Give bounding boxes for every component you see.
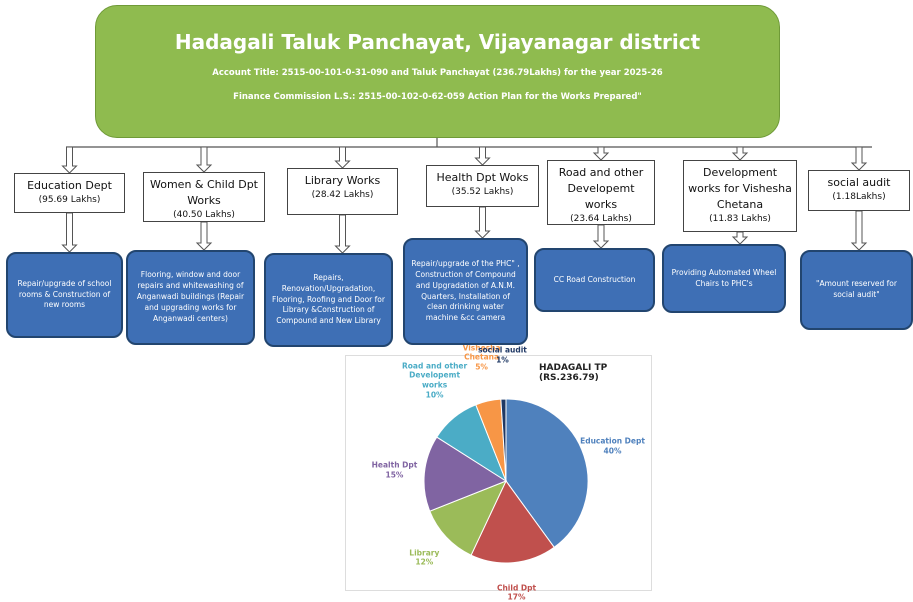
department-amount: (95.69 Lakhs)	[38, 194, 101, 205]
arrow	[474, 206, 491, 239]
pie-slice	[423, 436, 508, 512]
slice-category: Vishesha Chetana	[462, 343, 501, 362]
work-description: Repairs, Renovation/Upgradation, Floorin…	[264, 253, 393, 347]
pie-slice	[429, 480, 507, 556]
pie-chart	[423, 398, 589, 564]
slice-label: Road and other Developemt works 10%	[400, 361, 470, 400]
slice-label: Vishesha Chetana 5%	[447, 343, 517, 372]
department-box: Road and other Developemt works (23.64 L…	[547, 160, 655, 225]
title: Hadagali Taluk Panchayat, Vijayanagar di…	[174, 30, 701, 54]
slice-label: Library 12%	[389, 548, 459, 568]
work-description: CC Road Construction	[534, 248, 655, 312]
department-box: Health Dpt Woks (35.52 Lakhs)	[426, 165, 539, 207]
work-description: Providing Automated Wheel Chairs to PHC'…	[662, 244, 786, 313]
department-name: Health Dpt Woks	[436, 171, 529, 184]
arrow	[334, 214, 351, 254]
slice-value-label: 5%	[475, 362, 488, 372]
pie-panel: HADAGALI TP (RS.236.79) Education Dept 40…	[345, 343, 652, 602]
department-name: social audit	[827, 176, 891, 189]
arrow	[334, 146, 351, 169]
department-amount: (28.42 Lakhs)	[311, 189, 374, 200]
slice-value-label: 10%	[425, 390, 444, 400]
arrow	[731, 231, 749, 245]
arrow	[731, 146, 749, 161]
arrow	[592, 146, 610, 161]
department-box: Education Dept (95.69 Lakhs)	[14, 173, 125, 213]
pie-slice	[505, 398, 589, 549]
department-box: Women & Child Dpt Works (40.50 Lakhs)	[143, 172, 265, 222]
slice-label: Education Dept 40%	[578, 437, 648, 457]
work-description: Repair/upgrade of the PHC" , Constructio…	[403, 238, 528, 345]
work-description: Repair/upgrade of school rooms & Constru…	[6, 252, 123, 338]
department-box: Development works for Vishesha Chetana (…	[683, 160, 797, 232]
pie-slice	[470, 480, 555, 564]
slice-value-label: 1%	[496, 355, 509, 365]
slice-value-label: 40%	[603, 446, 622, 456]
department-amount: (11.83 Lakhs)	[709, 213, 771, 224]
arrow	[850, 146, 868, 171]
work-description: "Amount reserved for social audit"	[800, 250, 913, 330]
slice-category: Health Dpt	[371, 460, 418, 470]
department-amount: (23.64 Lakhs)	[570, 213, 632, 224]
department-name: Education Dept	[27, 179, 112, 192]
department-name: Road and other Developemt works	[558, 166, 644, 211]
department-name: Library Works	[304, 174, 381, 187]
header: Hadagali Taluk Panchayat, Vijayanagar di…	[95, 5, 780, 138]
department-box: Library Works (28.42 Lakhs)	[287, 168, 398, 215]
arrow	[195, 146, 213, 173]
arrow	[474, 146, 491, 166]
arrow	[61, 146, 78, 174]
pie-title: HADAGALI TP (RS.236.79)	[539, 363, 608, 383]
work-description: Flooring, window and door repairs and wh…	[126, 250, 255, 345]
department-amount: (35.52 Lakhs)	[451, 186, 514, 197]
department-amount: (1.18Lakhs)	[832, 191, 886, 202]
slice-category: Road and other Developemt works	[401, 361, 468, 390]
finance-title: Finance Commission L.S.: 2515-00-102-0-6…	[233, 92, 642, 102]
slice-value-label: 12%	[415, 557, 434, 567]
slice-category: Child Dpt	[496, 582, 537, 592]
arrow	[195, 221, 213, 251]
department-name: Women & Child Dpt Works	[150, 178, 258, 207]
arrow	[61, 212, 78, 253]
arrow	[850, 210, 868, 251]
slice-label: Health Dpt 15%	[359, 461, 429, 481]
arrow	[592, 224, 610, 249]
slice-label: social audit 1%	[467, 345, 537, 365]
slice-label: Child Dpt 17%	[482, 583, 552, 602]
department-name: Development works for Vishesha Chetana	[688, 166, 792, 211]
slice-category: social audit	[478, 345, 527, 355]
slice-value-label: 17%	[507, 592, 526, 602]
slice-value-label: 15%	[385, 470, 404, 480]
slice-category: Library	[409, 547, 440, 557]
department-amount: (40.50 Lakhs)	[173, 209, 235, 220]
slice-category: Education Dept	[580, 436, 645, 446]
department-box: social audit (1.18Lakhs)	[808, 170, 910, 211]
pie-slice	[500, 398, 507, 482]
account-title: Account Title: 2515-00-101-0-31-090 and …	[212, 68, 663, 78]
